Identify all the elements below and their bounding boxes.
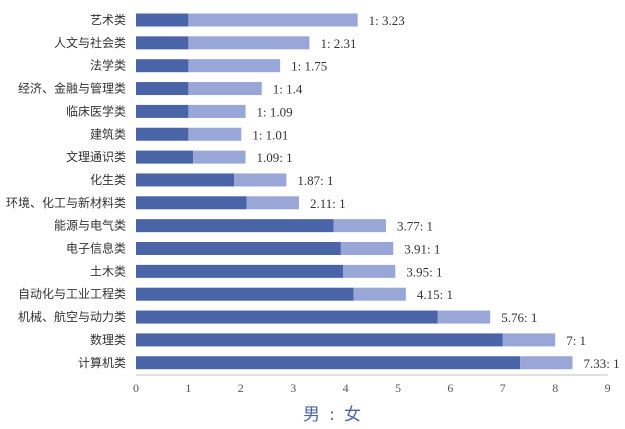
bar-female [193,150,246,164]
bar-female [246,196,299,210]
x-tick-label: 9 [605,381,611,395]
bar-male [136,310,438,324]
bar-female [188,104,246,118]
category-labels: 艺术类人文与社会类法学类经济、金融与管理类临床医学类建筑类文理通识类化生类环境、… [6,13,126,370]
bar-male [136,127,189,141]
data-label: 7.33: 1 [583,356,619,371]
category-label: 环境、化工与新材料类 [6,195,126,210]
data-label: 1.09: 1 [257,150,293,165]
x-tick-label: 4 [343,381,349,395]
bar-female [188,13,358,27]
bar-male [136,59,189,73]
bar-female [502,333,556,347]
bar-female [188,127,242,141]
data-label: 3.95: 1 [406,264,442,279]
bar-male [136,242,341,255]
data-label: 1: 1.4 [273,82,303,97]
bar-male [136,219,334,233]
x-tick-label: 5 [395,381,401,395]
bar-male [136,104,189,118]
bar-male [136,82,189,96]
category-label: 自动化与工业工程类 [18,286,126,301]
category-label: 能源与电气类 [54,218,126,233]
bar-male [136,287,354,301]
bar-female [188,36,310,50]
category-label: 机械、航空与动力类 [18,309,126,324]
category-label: 化生类 [90,173,126,187]
bar-male [136,264,343,278]
data-label: 3.91: 1 [404,242,440,257]
category-label: 临床医学类 [66,103,126,118]
category-label: 人文与社会类 [54,35,126,50]
x-axis-title: 男 : 女 [303,405,361,425]
x-tick-label: 8 [552,381,558,395]
x-tick-label: 2 [238,381,244,395]
bar-female [342,264,396,278]
bar-female [233,173,287,187]
data-label: 1: 1.09 [257,104,293,119]
data-label: 4.15: 1 [417,287,453,302]
category-label: 文理通识类 [66,149,126,164]
category-label: 土木类 [90,264,126,278]
category-label: 艺术类 [90,13,126,27]
x-axis-title-separator: : [329,405,335,425]
x-tick-label: 1 [185,381,191,395]
bar-male [136,150,194,164]
x-tick-label: 3 [290,381,296,395]
data-label: 5.76: 1 [501,310,537,325]
data-label: 1.87: 1 [297,173,333,188]
x-axis-title-female: 女 [344,405,361,425]
category-label: 经济、金融与管理类 [18,81,126,96]
data-label: 1: 1.01 [252,127,288,142]
x-tick-label: 6 [447,381,453,395]
bar-female [333,219,386,233]
bar-female [340,242,394,255]
bar-female [188,59,281,73]
x-axis-title-male: 男 [303,405,320,425]
bar-female [437,310,491,324]
x-tick-label: 0 [133,381,139,395]
bar-male [136,196,247,210]
data-label: 1: 1.75 [291,59,327,74]
category-label: 计算机类 [78,355,126,370]
bar-male [136,173,234,187]
bar-female [353,287,406,301]
x-tick-labels: 0 1 2 3 4 5 6 7 8 9 [133,381,611,395]
data-label: 3.77: 1 [397,219,433,234]
data-label: 7: 1 [566,333,586,348]
category-label: 建筑类 [90,126,126,141]
data-labels: 1: 3.23 1: 2.31 1: 1.75 1: 1.4 1: 1.09 1: 1.0… [252,13,619,371]
data-label: 2.11: 1 [310,196,346,211]
data-label: 1: 2.31 [320,36,356,51]
x-tick-label: 7 [500,381,506,395]
bar-female [520,356,573,370]
data-label: 1: 3.23 [369,13,405,28]
bar-male [136,333,503,347]
bar-male [136,13,189,27]
category-label: 电子信息类 [66,241,126,256]
bars-group [136,13,573,370]
category-label: 法学类 [90,58,126,73]
bar-male [136,36,189,50]
category-label: 数理类 [90,332,126,347]
bar-male [136,356,521,370]
bar-female [188,82,262,96]
